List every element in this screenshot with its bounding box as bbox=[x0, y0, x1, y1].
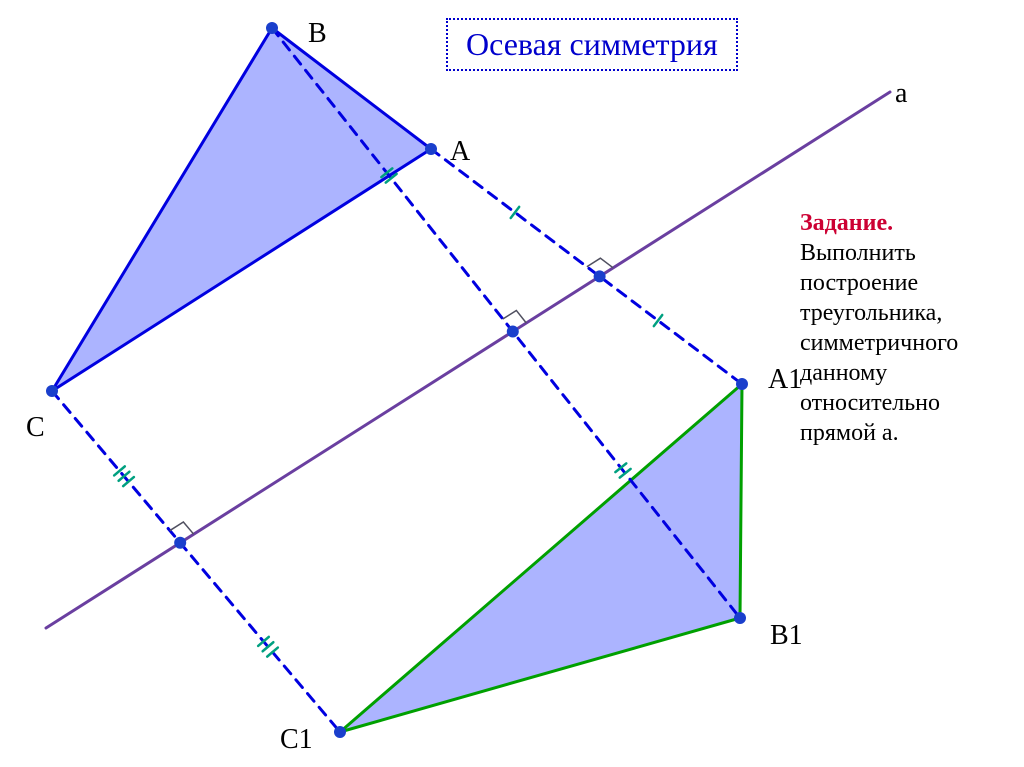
task-line-3: симметричного bbox=[800, 330, 958, 356]
task-heading: Задание. bbox=[800, 210, 893, 236]
label-A: A bbox=[450, 136, 470, 168]
task-line-5: относительно bbox=[800, 390, 940, 416]
label-C1: C1 bbox=[280, 724, 313, 756]
task-line-2: треугольника, bbox=[800, 300, 942, 326]
task-block: Задание. Выполнить построение треугольни… bbox=[800, 208, 958, 448]
task-line-1: построение bbox=[800, 270, 918, 296]
task-line-6: прямой a. bbox=[800, 420, 899, 446]
label-B1: B1 bbox=[770, 620, 803, 652]
label-A1: A1 bbox=[768, 364, 802, 396]
title-text: Осевая симметрия bbox=[466, 26, 718, 62]
task-line-0: Выполнить bbox=[800, 240, 916, 266]
title-box: Осевая симметрия bbox=[446, 18, 738, 71]
label-C: C bbox=[26, 412, 45, 444]
axis-label: a bbox=[895, 78, 907, 110]
label-B: B bbox=[308, 18, 327, 50]
task-line-4: данному bbox=[800, 360, 887, 386]
